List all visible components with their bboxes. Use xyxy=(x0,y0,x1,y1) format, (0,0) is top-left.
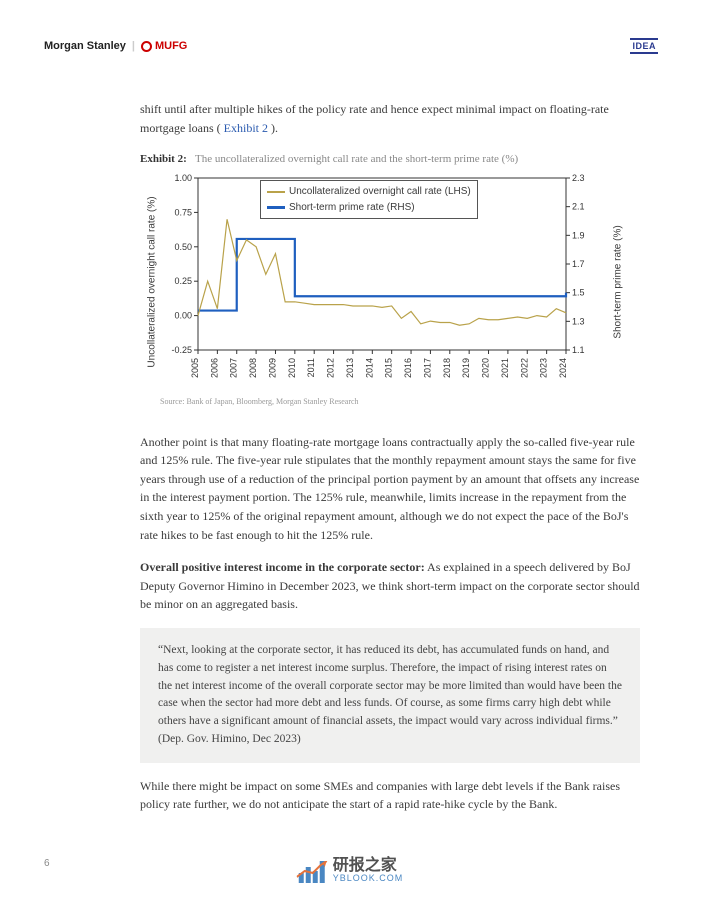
watermark-url: YBLOOK.COM xyxy=(333,874,404,883)
svg-text:1.1: 1.1 xyxy=(572,345,585,355)
svg-text:2009: 2009 xyxy=(267,358,277,378)
paragraph-3: Overall positive interest income in the … xyxy=(140,558,640,614)
svg-text:0.50: 0.50 xyxy=(174,242,192,252)
svg-text:1.3: 1.3 xyxy=(572,317,585,327)
brand-mufg: MUFG xyxy=(141,40,187,52)
legend-label-1: Uncollateralized overnight call rate (LH… xyxy=(289,184,471,200)
svg-text:0.00: 0.00 xyxy=(174,311,192,321)
legend-row-2: Short-term prime rate (RHS) xyxy=(267,200,471,216)
svg-text:2018: 2018 xyxy=(442,358,452,378)
intro-paragraph: shift until after multiple hikes of the … xyxy=(140,100,640,137)
svg-text:2008: 2008 xyxy=(248,358,258,378)
exhibit-heading: Exhibit 2: The uncollateralized overnigh… xyxy=(140,151,640,168)
svg-text:1.5: 1.5 xyxy=(572,288,585,298)
legend-row-1: Uncollateralized overnight call rate (LH… xyxy=(267,184,471,200)
chart-source: Source: Bank of Japan, Bloomberg, Morgan… xyxy=(160,396,640,408)
svg-text:2021: 2021 xyxy=(500,358,510,378)
legend-label-2: Short-term prime rate (RHS) xyxy=(289,200,415,216)
page-number: 6 xyxy=(44,858,50,869)
svg-text:2010: 2010 xyxy=(287,358,297,378)
svg-text:2020: 2020 xyxy=(481,358,491,378)
idea-badge: IDEA xyxy=(630,38,658,54)
svg-text:2011: 2011 xyxy=(306,358,316,377)
paragraph-4: While there might be impact on some SMEs… xyxy=(140,777,640,814)
svg-text:2005: 2005 xyxy=(190,358,200,378)
exhibit-title-text: The uncollateralized overnight call rate… xyxy=(195,153,518,165)
y-axis-left-label: Uncollateralized overnight call rate (%) xyxy=(144,197,160,368)
svg-text:2007: 2007 xyxy=(229,358,239,378)
exhibit-label: Exhibit 2: xyxy=(140,153,187,165)
legend-swatch-1 xyxy=(267,191,285,193)
quote-block: “Next, looking at the corporate sector, … xyxy=(140,628,640,763)
svg-text:1.9: 1.9 xyxy=(572,231,585,241)
y-axis-right-label: Short-term prime rate (%) xyxy=(610,226,626,339)
svg-text:2023: 2023 xyxy=(539,358,549,378)
svg-text:2.3: 2.3 xyxy=(572,173,585,183)
intro-text-b: ). xyxy=(268,121,278,135)
chart-legend: Uncollateralized overnight call rate (LH… xyxy=(260,180,478,219)
svg-text:2012: 2012 xyxy=(326,358,336,378)
page-header: Morgan Stanley | MUFG IDEA xyxy=(44,38,658,54)
svg-text:2013: 2013 xyxy=(345,358,355,378)
watermark-bars-icon xyxy=(299,859,325,883)
svg-text:0.25: 0.25 xyxy=(174,276,192,286)
watermark-text: 研报之家 YBLOOK.COM xyxy=(333,858,404,883)
svg-text:2019: 2019 xyxy=(461,358,471,378)
svg-text:2015: 2015 xyxy=(384,358,394,378)
legend-swatch-2 xyxy=(267,206,285,209)
watermark: 研报之家 YBLOOK.COM xyxy=(299,858,404,883)
paragraph-3-bold: Overall positive interest income in the … xyxy=(140,560,425,574)
svg-text:2024: 2024 xyxy=(558,358,568,378)
intro-text-a: shift until after multiple hikes of the … xyxy=(140,102,609,135)
exhibit-link[interactable]: Exhibit 2 xyxy=(224,121,268,135)
svg-text:2016: 2016 xyxy=(403,358,413,378)
brand-block: Morgan Stanley | MUFG xyxy=(44,40,187,52)
svg-text:2014: 2014 xyxy=(364,358,374,378)
brand-divider: | xyxy=(132,40,135,52)
exhibit-chart: Uncollateralized overnight call rate (%)… xyxy=(160,172,600,392)
brand-morgan-stanley: Morgan Stanley xyxy=(44,40,126,52)
mufg-circle-icon xyxy=(141,41,152,52)
paragraph-2: Another point is that many floating-rate… xyxy=(140,433,640,545)
mufg-text: MUFG xyxy=(155,40,187,52)
svg-text:1.7: 1.7 xyxy=(572,259,585,269)
svg-text:0.75: 0.75 xyxy=(174,208,192,218)
svg-text:2022: 2022 xyxy=(519,358,529,378)
main-content: shift until after multiple hikes of the … xyxy=(140,100,640,828)
svg-text:2.1: 2.1 xyxy=(572,202,585,212)
svg-text:-0.25: -0.25 xyxy=(171,345,192,355)
watermark-chinese: 研报之家 xyxy=(333,858,404,874)
svg-text:1.00: 1.00 xyxy=(174,173,192,183)
svg-text:2006: 2006 xyxy=(209,358,219,378)
svg-text:2017: 2017 xyxy=(422,358,432,378)
